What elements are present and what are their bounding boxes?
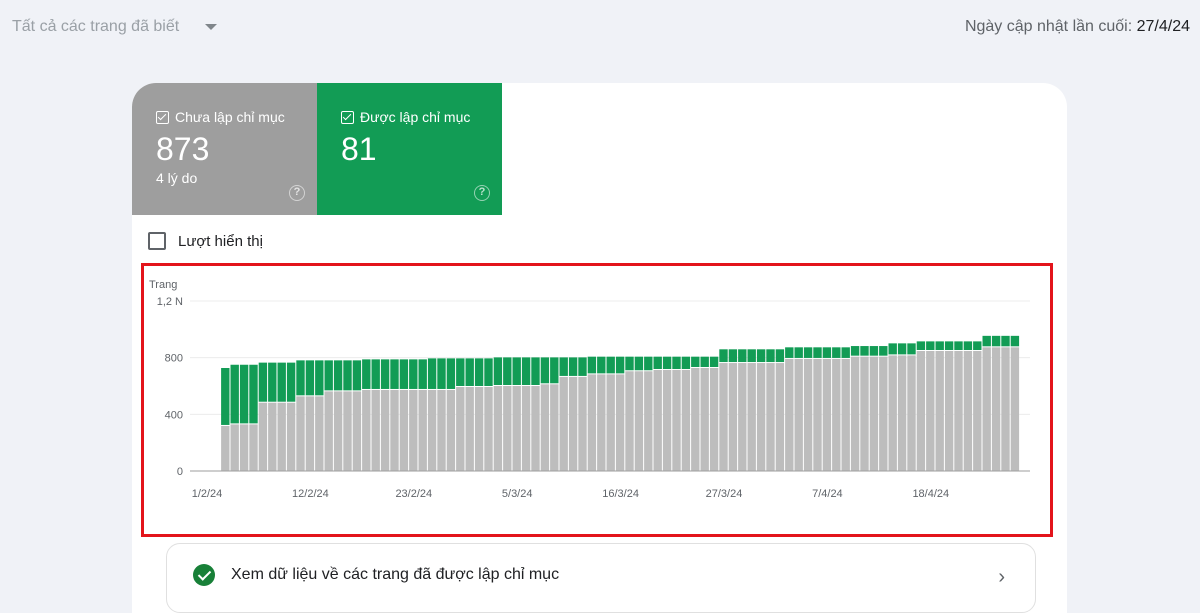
filter-label: Tất cả các trang đã biết — [12, 18, 180, 35]
impressions-checkbox[interactable]: Lượt hiển thị — [148, 232, 263, 250]
tile-not-indexed[interactable]: Chưa lập chỉ mục 873 4 lý do ? — [132, 83, 317, 215]
checkbox-unchecked-icon[interactable] — [148, 232, 166, 250]
tile-value: 81 — [341, 131, 377, 167]
tile-indexed[interactable]: Được lập chỉ mục 81 ? — [317, 83, 502, 215]
impressions-label: Lượt hiển thị — [178, 232, 263, 250]
highlight-box — [141, 263, 1053, 537]
checkbox-checked-icon[interactable] — [341, 110, 354, 124]
caret-down-icon — [205, 24, 218, 30]
tile-value: 873 — [156, 131, 210, 167]
tile-subtext: 4 lý do — [156, 170, 198, 186]
tile-label: Chưa lập chỉ mục — [175, 109, 285, 125]
help-icon[interactable]: ? — [289, 185, 305, 201]
check-circle-icon — [193, 564, 215, 586]
view-indexed-pages-link[interactable]: Xem dữ liệu về các trang đã được lập chỉ… — [166, 543, 1036, 613]
page-filter-dropdown[interactable]: Tất cả các trang đã biết — [12, 18, 218, 36]
last-updated: Ngày cập nhật lần cuối: 27/4/24 — [965, 18, 1190, 36]
updated-label: Ngày cập nhật lần cuối: — [964, 18, 1133, 35]
tile-label: Được lập chỉ mục — [360, 109, 471, 125]
link-label: Xem dữ liệu về các trang đã được lập chỉ… — [231, 566, 560, 583]
updated-value: 27/4/24 — [1136, 18, 1190, 35]
checkbox-checked-icon[interactable] — [156, 110, 169, 124]
chevron-right-icon: › — [998, 566, 1005, 588]
help-icon[interactable]: ? — [474, 185, 490, 201]
